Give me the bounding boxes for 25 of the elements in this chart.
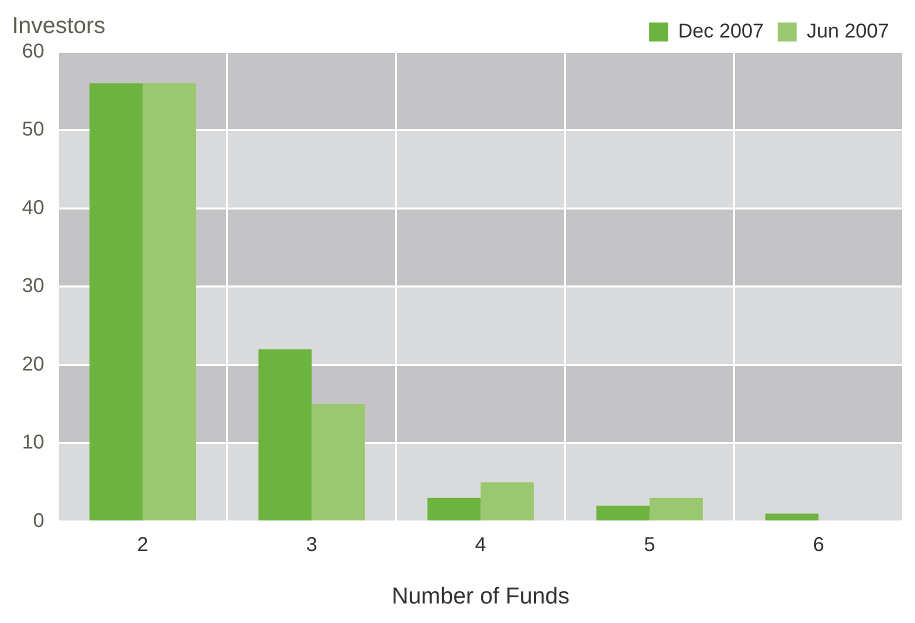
- bar: [596, 506, 650, 520]
- y-tick-label: 40: [22, 196, 44, 219]
- y-tick-label: 30: [22, 275, 44, 298]
- bar: [90, 83, 143, 520]
- legend-label: Jun 2007: [806, 20, 889, 43]
- bar: [258, 349, 312, 520]
- y-tick-label: 60: [22, 40, 44, 63]
- bar: [765, 514, 819, 520]
- bar: [650, 498, 703, 520]
- x-axis-title: Number of Funds: [392, 582, 570, 609]
- y-tick-label: 20: [22, 353, 44, 376]
- bar: [142, 83, 196, 520]
- legend-label: Dec 2007: [678, 20, 764, 43]
- x-tick-label: 4: [475, 534, 486, 556]
- y-axis-title: Investors: [12, 12, 106, 39]
- y-tick-label: 10: [22, 432, 44, 454]
- y-tick-label: 0: [33, 510, 44, 532]
- x-tick-label: 6: [812, 534, 824, 556]
- bar: [480, 482, 534, 520]
- y-tick-label: 50: [22, 118, 44, 141]
- x-tick-label: 2: [137, 534, 148, 556]
- x-tick-label: 5: [644, 534, 656, 556]
- bar: [312, 404, 365, 520]
- bar: [427, 498, 481, 520]
- x-tick-label: 3: [306, 534, 318, 556]
